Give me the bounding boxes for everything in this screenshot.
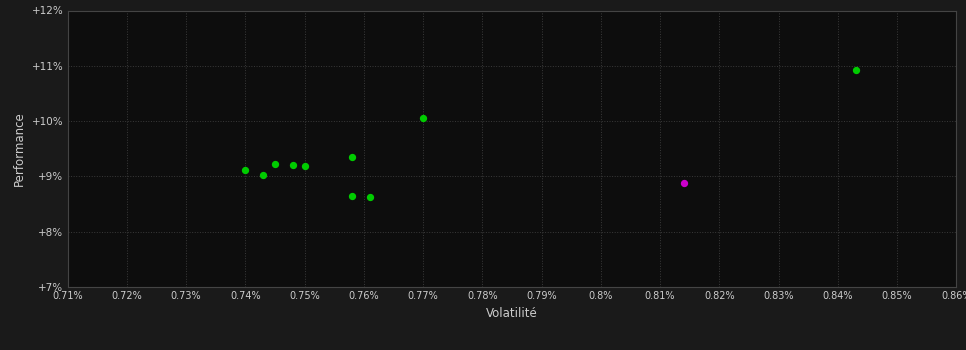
Point [268,161,283,167]
Point [362,195,378,200]
Point [415,116,431,121]
Y-axis label: Performance: Performance [14,111,26,186]
Point [848,67,864,72]
Point [285,162,300,168]
X-axis label: Volatilité: Volatilité [486,307,538,320]
Point [344,193,359,198]
Point [297,164,312,169]
Point [344,154,359,160]
Point [676,180,692,186]
Point [255,172,270,177]
Point [238,167,253,173]
